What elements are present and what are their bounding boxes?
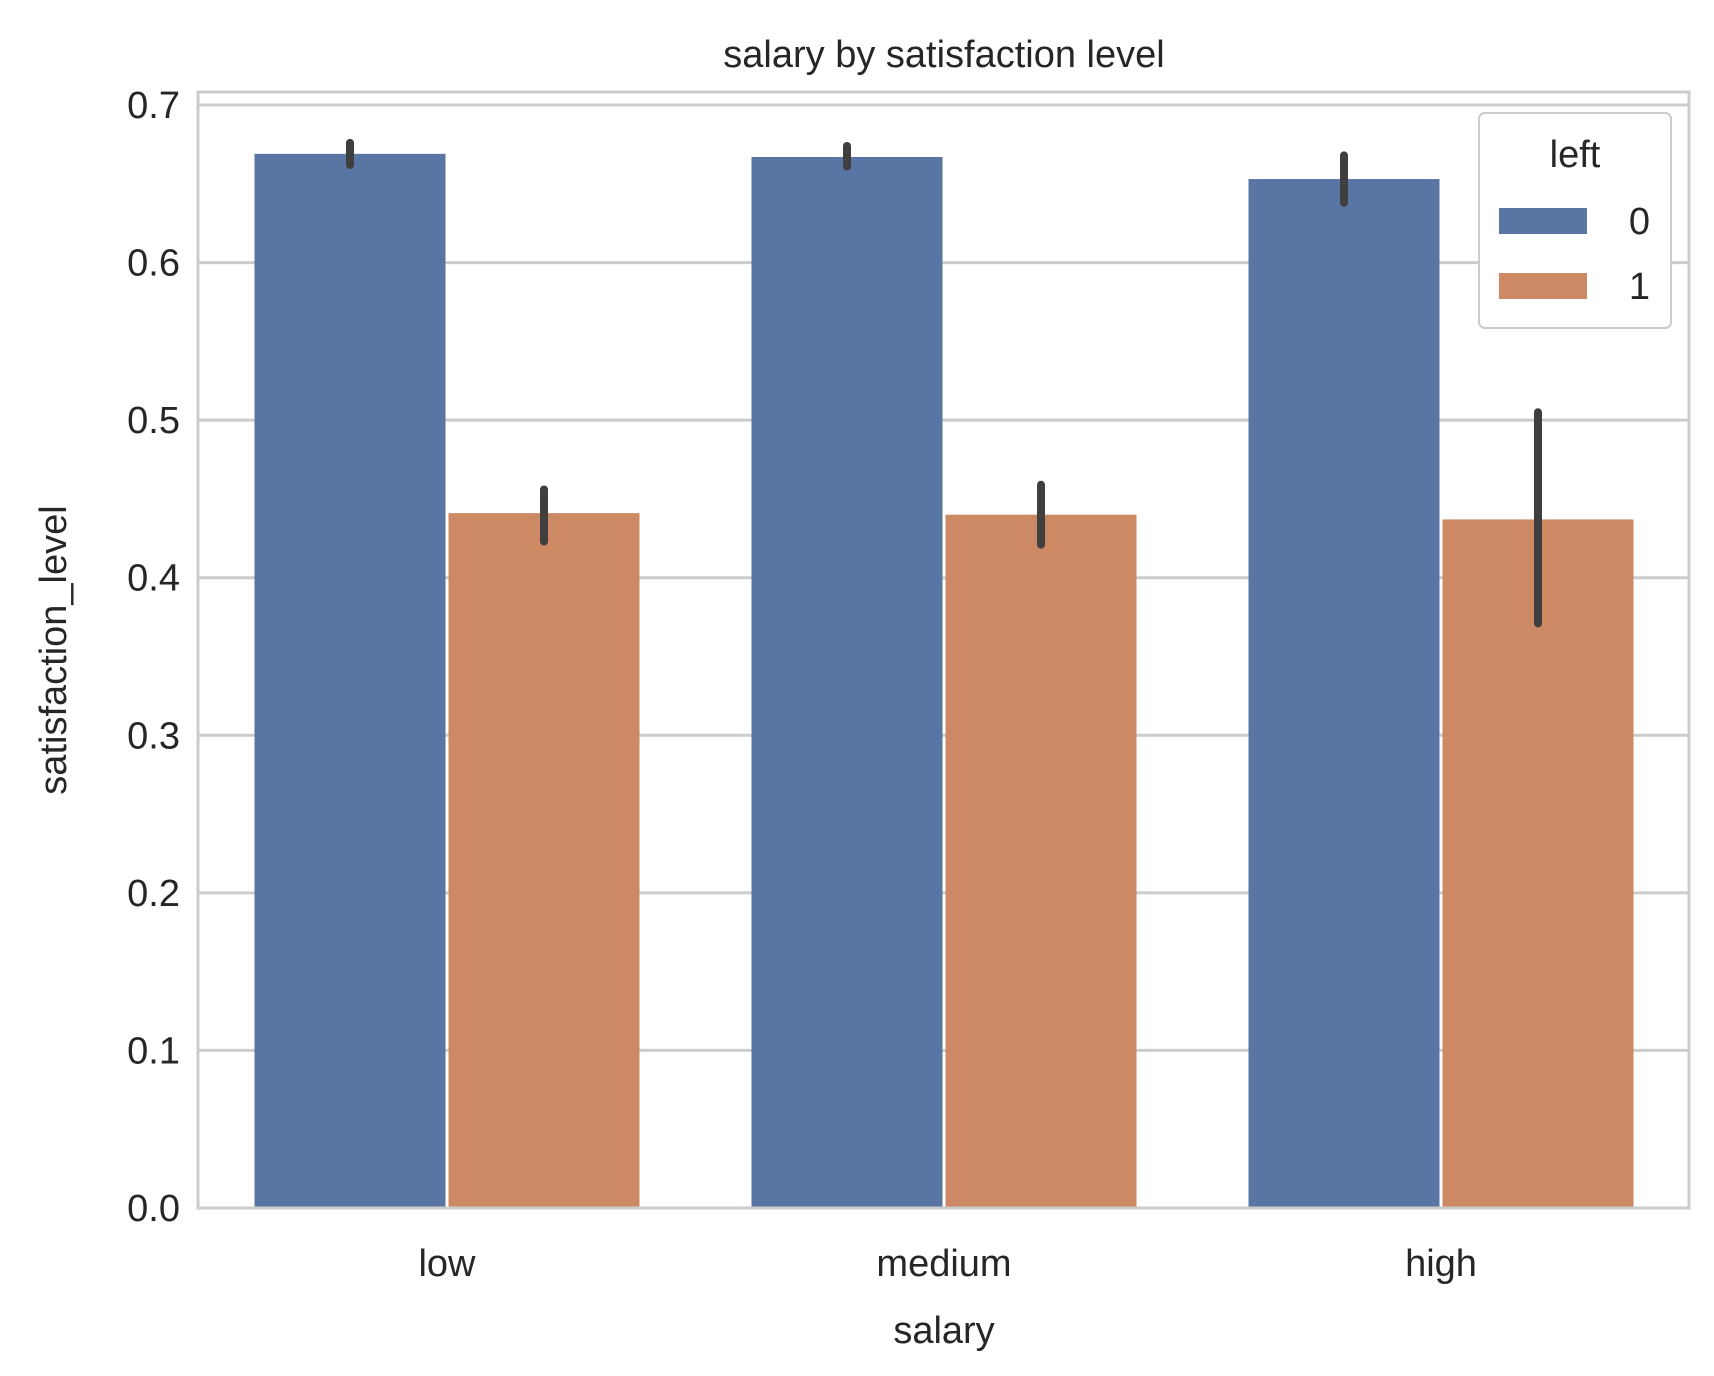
error-bars	[346, 138, 1542, 628]
y-axis-label: satisfaction_level	[33, 505, 75, 794]
y-tick-label: 0.3	[127, 715, 180, 757]
y-tick-label: 0.0	[127, 1188, 180, 1230]
bar-medium-left-0	[751, 156, 943, 1209]
chart-title: salary by satisfaction level	[723, 34, 1164, 76]
y-tick-label: 0.7	[127, 85, 180, 127]
plot-frame	[196, 90, 1691, 1210]
x-tick-labels: low medium high	[418, 1243, 1476, 1285]
legend-swatch-1	[1499, 273, 1587, 299]
y-tick-label: 0.5	[127, 400, 180, 442]
y-tick-label: 0.4	[127, 558, 180, 600]
legend-title: left	[1550, 134, 1601, 176]
bar-low-left-1	[448, 513, 640, 1208]
bar-high-left-0	[1248, 179, 1440, 1208]
x-tick-label: medium	[876, 1243, 1011, 1285]
y-tick-labels: 0.0 0.1 0.2 0.3 0.4 0.5 0.6 0.7	[127, 85, 180, 1230]
legend-label-0: 0	[1629, 201, 1650, 243]
x-axis-label: salary	[893, 1310, 994, 1352]
bar-medium-left-1	[945, 514, 1137, 1208]
bar-low-left-0	[254, 153, 446, 1208]
legend-label-1: 1	[1629, 266, 1650, 308]
x-tick-label: high	[1405, 1243, 1477, 1285]
y-tick-label: 0.6	[127, 243, 180, 285]
bar-high-left-1	[1442, 519, 1634, 1208]
y-tick-label: 0.1	[127, 1030, 180, 1072]
bars	[254, 153, 1634, 1209]
y-gridlines	[198, 103, 1689, 1052]
legend-swatch-0	[1499, 208, 1587, 234]
y-tick-label: 0.2	[127, 873, 180, 915]
x-tick-label: low	[418, 1243, 476, 1285]
legend: left 0 1	[1478, 112, 1672, 329]
